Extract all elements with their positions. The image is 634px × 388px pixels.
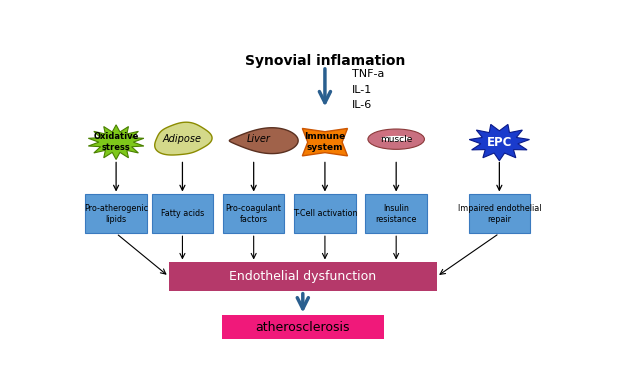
Text: atherosclerosis: atherosclerosis bbox=[256, 321, 350, 334]
FancyBboxPatch shape bbox=[169, 262, 437, 291]
FancyBboxPatch shape bbox=[86, 194, 147, 233]
Text: Oxidative
stress: Oxidative stress bbox=[93, 132, 139, 152]
Text: Pro-atherogenic
lipids: Pro-atherogenic lipids bbox=[84, 204, 148, 224]
Polygon shape bbox=[302, 128, 347, 156]
Polygon shape bbox=[88, 125, 144, 159]
Text: Adipose: Adipose bbox=[163, 134, 202, 144]
Text: Synovial inflamation: Synovial inflamation bbox=[245, 54, 405, 68]
Text: T-Cell activation: T-Cell activation bbox=[293, 210, 357, 218]
Text: Liver: Liver bbox=[247, 134, 271, 144]
FancyBboxPatch shape bbox=[223, 194, 285, 233]
FancyBboxPatch shape bbox=[365, 194, 427, 233]
Text: Impaired endothelial
repair: Impaired endothelial repair bbox=[458, 204, 541, 224]
Polygon shape bbox=[155, 122, 212, 155]
Ellipse shape bbox=[368, 129, 424, 149]
Text: EPC: EPC bbox=[487, 136, 512, 149]
Text: Endothelial dysfunction: Endothelial dysfunction bbox=[230, 270, 377, 283]
Text: Insulin
resistance: Insulin resistance bbox=[375, 204, 417, 224]
Polygon shape bbox=[469, 125, 529, 161]
Text: TNF-a
IL-1
IL-6: TNF-a IL-1 IL-6 bbox=[352, 69, 384, 111]
Text: Immune
system: Immune system bbox=[304, 132, 346, 152]
Ellipse shape bbox=[380, 131, 398, 135]
Text: muscle: muscle bbox=[380, 135, 412, 144]
Text: Pro-coagulant
factors: Pro-coagulant factors bbox=[226, 204, 281, 224]
Polygon shape bbox=[230, 128, 298, 154]
FancyBboxPatch shape bbox=[294, 194, 356, 233]
FancyBboxPatch shape bbox=[222, 315, 384, 340]
Text: Fatty acids: Fatty acids bbox=[161, 210, 204, 218]
FancyBboxPatch shape bbox=[469, 194, 530, 233]
Ellipse shape bbox=[382, 136, 411, 141]
FancyBboxPatch shape bbox=[152, 194, 213, 233]
